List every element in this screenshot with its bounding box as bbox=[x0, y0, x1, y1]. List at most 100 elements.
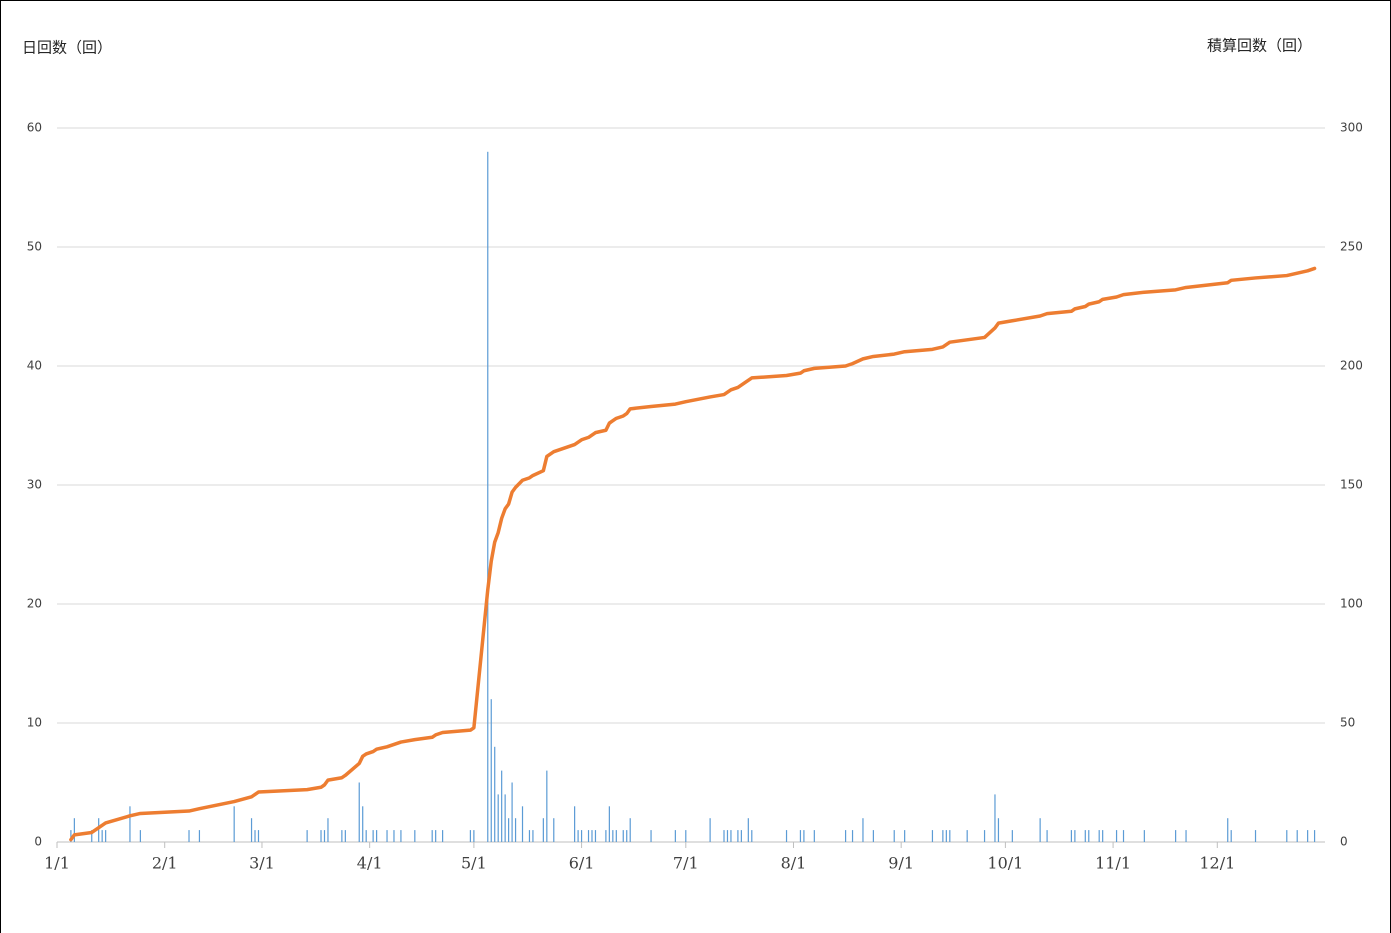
bar bbox=[1313, 830, 1316, 842]
x-tick-label: 12/1 bbox=[1199, 854, 1235, 873]
bar bbox=[747, 818, 749, 842]
bar bbox=[365, 830, 367, 842]
bar bbox=[612, 830, 614, 842]
bar bbox=[469, 830, 472, 842]
bar bbox=[594, 830, 597, 842]
x-tick-label: 6/1 bbox=[569, 854, 595, 873]
bar bbox=[532, 830, 534, 842]
bar bbox=[70, 830, 72, 842]
bar bbox=[553, 818, 555, 842]
bar bbox=[250, 818, 253, 842]
bar bbox=[501, 770, 503, 842]
bar bbox=[546, 770, 548, 842]
x-tick-label: 10/1 bbox=[987, 854, 1023, 873]
bar bbox=[942, 830, 944, 842]
y-tick-label: 40 bbox=[27, 359, 42, 373]
bar bbox=[105, 830, 107, 842]
bar bbox=[622, 830, 624, 842]
bar bbox=[511, 782, 513, 842]
bar bbox=[490, 699, 492, 842]
bar bbox=[139, 830, 141, 842]
bar bbox=[98, 818, 100, 842]
y-axis-title: 日回数（回） bbox=[22, 39, 112, 57]
bar bbox=[862, 818, 864, 842]
x-tick-label: 3/1 bbox=[249, 854, 275, 873]
bar bbox=[730, 830, 732, 842]
bar bbox=[473, 830, 475, 842]
y2-axis-title: 積算回数（回） bbox=[1207, 37, 1312, 55]
x-tick-label: 2/1 bbox=[152, 854, 178, 873]
bar bbox=[608, 806, 610, 842]
bar bbox=[254, 830, 256, 842]
bar bbox=[1074, 830, 1076, 842]
bar bbox=[685, 830, 687, 842]
bar bbox=[91, 830, 93, 842]
bar bbox=[737, 830, 739, 842]
bar bbox=[372, 830, 374, 842]
x-tick-label: 4/1 bbox=[357, 854, 383, 873]
y-tick-label: 20 bbox=[27, 597, 42, 611]
bar bbox=[580, 830, 583, 842]
bar bbox=[508, 818, 510, 842]
bar bbox=[1307, 830, 1309, 842]
x-tick-label: 9/1 bbox=[888, 854, 914, 873]
bar bbox=[393, 830, 395, 842]
bar bbox=[872, 830, 874, 842]
bar bbox=[514, 818, 517, 842]
bar bbox=[414, 830, 416, 842]
bar bbox=[1115, 830, 1118, 842]
bar bbox=[73, 818, 75, 842]
bar bbox=[893, 830, 895, 842]
bar bbox=[1102, 830, 1104, 842]
bar bbox=[1098, 830, 1100, 842]
bar bbox=[813, 830, 815, 842]
y2-tick-label: 250 bbox=[1340, 240, 1363, 254]
bar bbox=[949, 830, 951, 842]
bar bbox=[188, 830, 190, 842]
y2-tick-label: 200 bbox=[1340, 359, 1363, 373]
bar bbox=[1230, 830, 1232, 842]
bar bbox=[542, 818, 544, 842]
bar bbox=[494, 746, 496, 842]
bar bbox=[740, 830, 742, 842]
bar bbox=[844, 830, 847, 842]
bar bbox=[1143, 830, 1145, 842]
bar bbox=[323, 830, 326, 842]
bar bbox=[521, 806, 524, 842]
bar bbox=[442, 830, 444, 842]
bar bbox=[577, 830, 579, 842]
bar bbox=[320, 830, 322, 842]
bar bbox=[650, 830, 652, 842]
bar bbox=[400, 830, 402, 842]
bar bbox=[799, 830, 802, 842]
bar bbox=[435, 830, 437, 842]
bar bbox=[574, 806, 576, 842]
bar bbox=[945, 830, 947, 842]
bar bbox=[629, 818, 631, 842]
y2-tick-label: 50 bbox=[1340, 716, 1355, 730]
bar bbox=[587, 830, 590, 842]
bar bbox=[497, 794, 499, 842]
bar bbox=[803, 830, 805, 842]
bar bbox=[306, 830, 308, 842]
bar bbox=[726, 830, 729, 842]
bar bbox=[528, 830, 531, 842]
bar bbox=[1296, 830, 1298, 842]
bar bbox=[1084, 830, 1086, 842]
bar bbox=[591, 830, 593, 842]
cumulative-line bbox=[69, 266, 1317, 842]
x-tick-label: 11/1 bbox=[1095, 854, 1131, 873]
bar bbox=[626, 830, 628, 842]
bar bbox=[257, 830, 260, 842]
bar bbox=[376, 830, 378, 842]
bar bbox=[233, 806, 235, 842]
bar bbox=[851, 830, 854, 842]
bar bbox=[358, 782, 360, 842]
bar bbox=[1088, 830, 1090, 842]
bar bbox=[431, 830, 433, 842]
bar bbox=[362, 806, 364, 842]
bar bbox=[605, 830, 607, 842]
y2-tick-label: 0 bbox=[1340, 835, 1348, 849]
